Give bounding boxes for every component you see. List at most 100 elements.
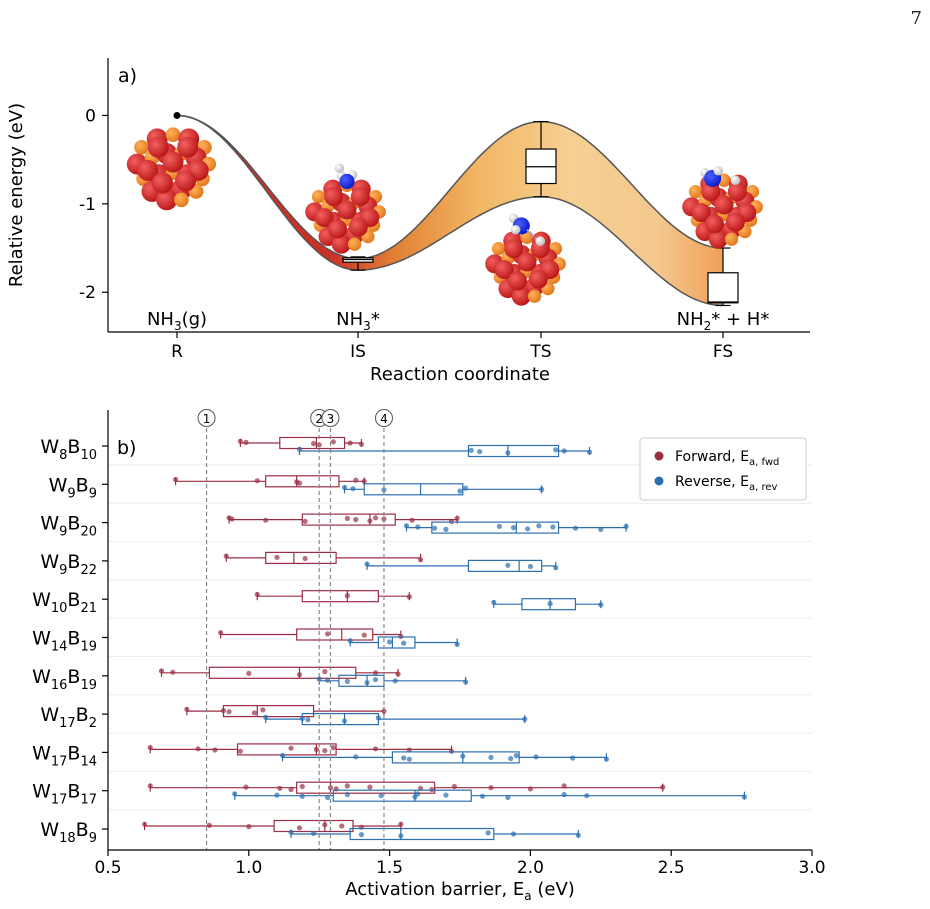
forward-boxplot [172,475,367,488]
box [431,521,560,534]
label-element: B [67,781,80,803]
data-point [347,638,353,644]
data-point [341,718,348,724]
data-point [485,830,491,836]
legend-sub: a, rev [749,482,778,493]
y-tick-label: W10B21 [32,589,97,616]
y-tick-label: W17B14 [32,742,97,769]
data-point [361,478,367,484]
boxplot-ts [525,121,557,198]
label-sub: 21 [80,601,97,616]
forward-boxplot [184,704,387,718]
label-sub: 9 [59,525,67,540]
reference-label: 4 [380,412,388,426]
state-label-r: NH3(g) [147,309,207,333]
row-w17b14: W17B14 [32,742,812,772]
label-sub: 20 [80,525,97,540]
label-element: W [32,589,51,611]
cluster-fs [682,166,763,249]
data-point [398,833,404,839]
data-point [406,594,412,600]
label-element: B [67,666,80,688]
box [363,483,464,496]
data-point [344,593,350,599]
data-point [344,678,350,685]
data-point [392,678,398,684]
label-element: W [32,666,51,688]
data-point [220,707,227,714]
data-point [361,632,367,638]
data-point [586,449,593,455]
data-point [316,676,322,682]
data-point [226,709,232,715]
y-tick-label: 0 [85,106,96,126]
data-point [572,525,579,531]
data-point [147,783,153,789]
row-w9b22: W9B22 [40,551,812,581]
y-axis-label: Relative energy (eV) [6,103,27,287]
data-point [561,783,567,789]
label-element: B [67,589,80,611]
data-point [367,784,373,790]
data-point [184,706,190,712]
data-point [598,526,604,533]
data-point [246,824,252,830]
label-sub: 18 [59,831,76,846]
label-sub: 19 [80,678,97,693]
box [236,743,337,756]
box [296,628,374,641]
data-point [325,794,331,801]
data-point [288,829,294,835]
label-element: W [40,704,59,726]
label-element: B [67,742,80,764]
legend-box [639,437,807,501]
label-sub: 22 [80,563,97,578]
data-point [570,755,576,761]
data-point [510,831,517,837]
y-tick-label: W17B17 [32,781,97,808]
forward-boxplot [254,590,412,603]
data-point [395,671,401,677]
data-point [350,486,356,492]
data-point [533,754,539,760]
data-point [429,786,435,793]
data-point [254,478,260,484]
label-sub: 19 [80,640,97,655]
data-point [274,554,280,560]
box [521,598,577,611]
label-element: W [49,474,68,496]
orange-atom [688,185,703,199]
label-element: B [76,819,89,841]
red-atom [727,182,747,202]
data-point [288,745,294,751]
forward-boxplot [226,513,460,526]
data-point [443,792,449,798]
box [265,475,340,488]
data-point [527,563,534,570]
data-point [488,754,494,761]
data-point [508,756,514,762]
x-tick-label: R [171,342,183,362]
data-point [223,553,229,559]
x-tick-label: 0.5 [94,858,121,878]
data-point [212,747,218,753]
red-atom [348,217,368,237]
state-label-main: NH [336,309,363,330]
forward-boxplot [147,781,666,794]
data-point [553,565,559,571]
data-point [539,486,545,492]
data-point [432,525,438,531]
data-point [364,561,370,567]
legend-marker [654,451,664,461]
data-point [358,441,365,447]
data-point [598,602,604,608]
box [301,590,379,603]
data-point [246,670,252,677]
label-sub: 9 [89,831,97,846]
box [467,559,543,573]
data-point [527,786,534,792]
orange-atom [724,232,739,246]
page-number: 7 [910,8,922,29]
